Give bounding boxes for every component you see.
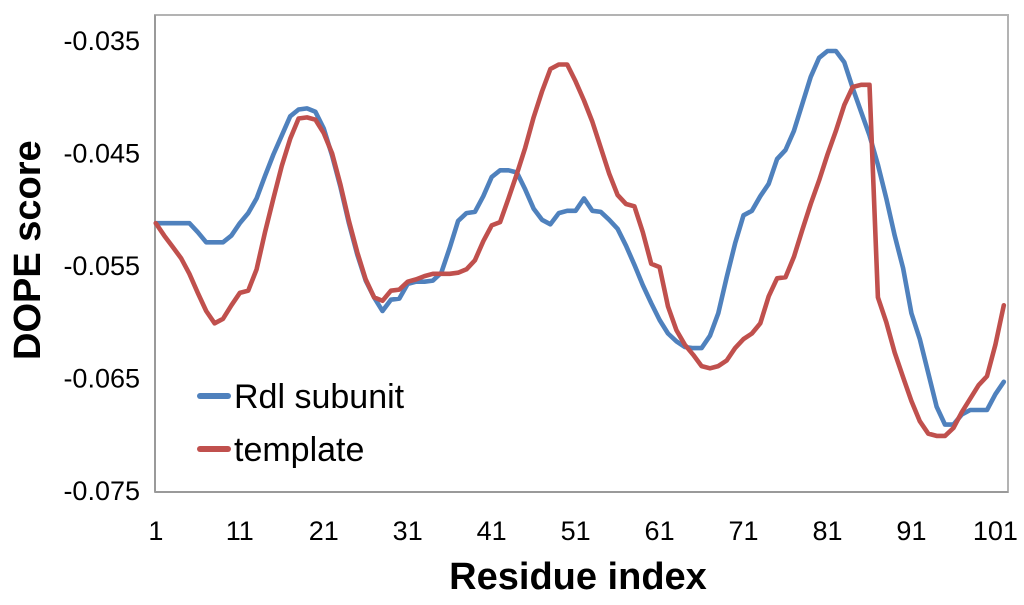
plot-border (154, 14, 1009, 493)
x-tick-label: 1 (148, 516, 163, 546)
y-axis-title: DOPE score (7, 140, 49, 360)
y-tick-label: -0.075 (63, 476, 140, 506)
x-axis-title: Residue index (449, 556, 707, 598)
x-tick-label: 101 (973, 516, 1018, 546)
series-line-rdl-subunit (153, 48, 1007, 427)
y-tick-label: -0.065 (63, 363, 140, 393)
legend-label: Rdl subunit (234, 378, 405, 416)
y-tick-label: -0.055 (63, 251, 140, 281)
x-tick-label: 91 (896, 516, 926, 546)
legend-label: template (234, 431, 364, 469)
series-line-template (153, 62, 1007, 439)
x-tick-label: 31 (393, 516, 423, 546)
x-tick-label: 51 (561, 516, 591, 546)
x-tick-label: 41 (477, 516, 507, 546)
x-tick-label: 11 (226, 516, 254, 546)
y-tick-label: -0.035 (63, 26, 140, 56)
x-tick-label: 71 (729, 516, 759, 546)
legend-item-template: template (197, 431, 364, 469)
x-tick-label: 61 (645, 516, 675, 546)
legend-item-rdl-subunit: Rdl subunit (197, 378, 405, 416)
y-tick-label: -0.045 (63, 138, 140, 168)
x-tick-label: 81 (812, 516, 842, 546)
x-tick-label: 21 (309, 516, 339, 546)
